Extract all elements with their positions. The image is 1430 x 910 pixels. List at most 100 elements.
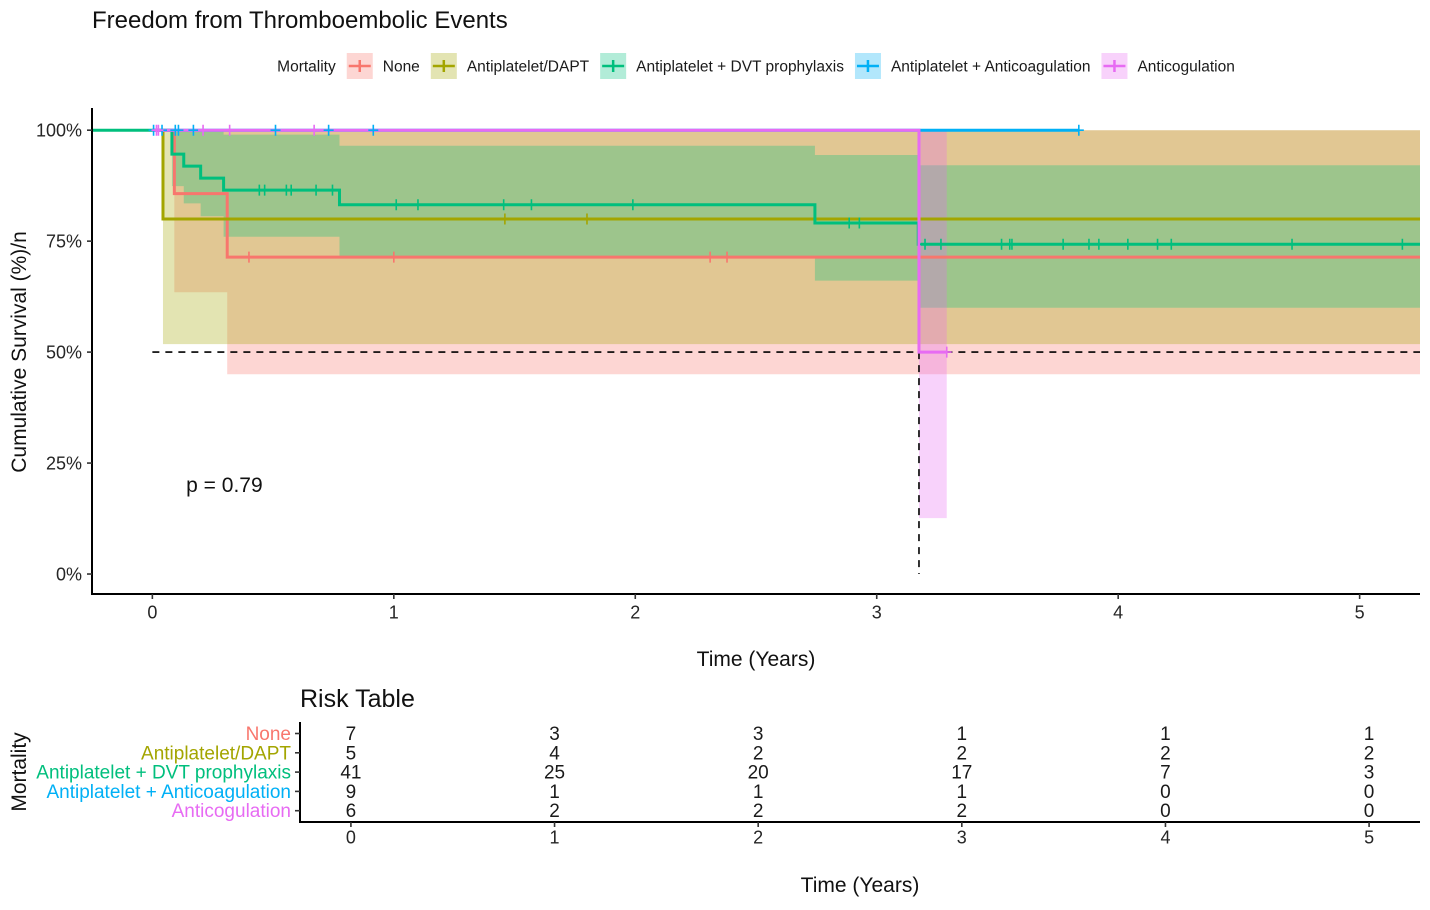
legend-label: None (383, 59, 420, 76)
risk-table-row-label-antiplatelet-anticoagulation: Antiplatelet + Anticoagulation (46, 782, 291, 803)
risk-table-cell: 3 (753, 724, 764, 745)
legend-item-antiplatelet-anticoagulation: Antiplatelet + Anticoagulation (854, 53, 1090, 79)
y-tick-label: 100% (36, 121, 82, 141)
chart-title: Freedom from Thromboembolic Events (92, 7, 508, 34)
risk-table-cell: 1 (1160, 724, 1171, 745)
censor-mark-antiplatelet-dvt-prophylaxis (1397, 238, 1408, 250)
censor-marks (148, 124, 1408, 358)
censor-mark-antiplatelet-dvt-prophylaxis (1152, 238, 1163, 250)
legend-line-cross-icon (348, 60, 371, 72)
legend-item-antiplatelet-dapt: Antiplatelet/DAPT (430, 53, 590, 79)
risk-table-cell: 0 (1364, 782, 1375, 803)
y-tick-label: 75% (46, 232, 82, 252)
censor-mark-none (722, 251, 733, 263)
censor-mark-antiplatelet-dvt-prophylaxis (412, 199, 423, 211)
risk-table-cell: 20 (748, 763, 769, 784)
censor-mark-none (388, 251, 399, 263)
risk-table-x-tick-label: 5 (1364, 828, 1374, 848)
censor-mark-antiplatelet-dvt-prophylaxis (526, 199, 537, 211)
risk-table-y-axis-title: Mortality (8, 732, 31, 812)
risk-table-cell: 41 (340, 763, 361, 784)
risk-table-cell: 2 (957, 801, 968, 822)
survival-curve-anticogulation (152, 128, 947, 354)
censor-mark-antiplatelet-dvt-prophylaxis (311, 184, 322, 196)
x-tick-label: 0 (147, 603, 157, 623)
confidence-bands (162, 130, 1421, 519)
risk-table-x-tick-label: 2 (753, 828, 763, 848)
legend-line-cross-icon (1103, 60, 1126, 72)
x-tick-label: 3 (872, 603, 882, 623)
median-reference-lines (152, 351, 1420, 575)
censor-mark-antiplatelet-dvt-prophylaxis (286, 184, 297, 196)
annotations: p = 0.79 (186, 474, 262, 497)
ci-band-none (174, 130, 1421, 375)
risk-table-cell: 2 (549, 801, 560, 822)
survival-curve-antiplatelet-dvt-prophylaxis (92, 128, 1420, 246)
risk-table-axis-lines (299, 722, 1420, 823)
ci-band-anticogulation (918, 130, 947, 519)
risk-table-cell: 3 (549, 724, 560, 745)
risk-table-cell: 7 (346, 724, 357, 745)
censor-mark-anticogulation (198, 124, 209, 136)
risk-table-x-tick-label: 3 (957, 828, 967, 848)
censor-mark-antiplatelet-dvt-prophylaxis (1006, 238, 1017, 250)
risk-table-cell: 9 (346, 782, 357, 803)
risk-table-cell: 6 (346, 801, 357, 822)
censor-mark-antiplatelet-dvt-prophylaxis (1058, 238, 1069, 250)
legend-item-anticogulation: Anticogulation (1101, 53, 1235, 79)
censor-mark-antiplatelet-dapt (581, 213, 592, 225)
y-tick-label: 25% (46, 454, 82, 474)
plot-panel: p = 0.79 (92, 124, 1421, 575)
censor-mark-antiplatelet-dvt-prophylaxis (1083, 238, 1094, 250)
legend-title: Mortality (277, 59, 336, 76)
censor-mark-antiplatelet-dvt-prophylaxis (627, 199, 638, 211)
censor-mark-antiplatelet-dvt-prophylaxis (391, 199, 402, 211)
censor-mark-antiplatelet-anticoagulation (323, 124, 334, 136)
censor-mark-none (243, 251, 254, 263)
legend-label: Antiplatelet/DAPT (467, 59, 590, 76)
risk-table-cell: 1 (753, 782, 764, 803)
risk-table: Risk Table Mortality Time (Years) None 7 3… (8, 685, 1420, 897)
risk-table-cell: 25 (544, 763, 565, 784)
censor-mark-antiplatelet-dvt-prophylaxis (854, 217, 865, 229)
risk-table-cell: 2 (1160, 743, 1171, 764)
censor-mark-antiplatelet-anticoagulation (368, 124, 379, 136)
censor-mark-anticogulation (309, 124, 320, 136)
censor-mark-antiplatelet-anticoagulation (270, 124, 281, 136)
y-axis-title: Cumulative Survival (%)/n (8, 231, 31, 473)
risk-table-cell: 3 (1364, 763, 1375, 784)
censor-mark-antiplatelet-anticoagulation (1073, 124, 1084, 136)
risk-table-cell: 1 (957, 782, 968, 803)
p-value-annotation: p = 0.79 (186, 474, 262, 497)
risk-table-cell: 0 (1160, 782, 1171, 803)
risk-table-cell: 5 (346, 743, 357, 764)
censor-mark-antiplatelet-dvt-prophylaxis (920, 238, 931, 250)
risk-table-cell: 7 (1160, 763, 1171, 784)
risk-table-x-axis-title: Time (Years) (801, 874, 920, 897)
x-tick-label: 1 (389, 603, 399, 623)
y-tick-label: 50% (46, 343, 82, 363)
legend-item-antiplatelet-dvt-prophylaxis: Antiplatelet + DVT prophylaxis (600, 53, 844, 79)
legend-label: Anticogulation (1137, 59, 1234, 76)
y-tick-label: 0% (56, 565, 82, 585)
censor-mark-anticogulation (224, 124, 235, 136)
legend-line-cross-icon (856, 60, 879, 72)
risk-table-cell: 1 (957, 724, 968, 745)
x-axis-title: Time (Years) (697, 648, 816, 671)
risk-table-cell: 0 (1364, 801, 1375, 822)
risk-table-cell: 4 (549, 743, 560, 764)
censor-mark-antiplatelet-dvt-prophylaxis (1166, 238, 1177, 250)
risk-table-cell: 2 (957, 743, 968, 764)
legend: Mortality None Antiplatelet/DAPT Antiplatel… (277, 53, 1235, 79)
censor-mark-antiplatelet-dvt-prophylaxis (844, 217, 855, 229)
censor-mark-antiplatelet-dvt-prophylaxis (1287, 238, 1298, 250)
risk-table-cell: 2 (1364, 743, 1375, 764)
x-tick-label: 5 (1355, 603, 1365, 623)
censor-mark-antiplatelet-dapt (499, 213, 510, 225)
risk-table-cell: 2 (753, 743, 764, 764)
risk-table-cell: 0 (1160, 801, 1171, 822)
risk-table-x-tick-label: 1 (550, 828, 560, 848)
risk-table-cell: 17 (951, 763, 972, 784)
